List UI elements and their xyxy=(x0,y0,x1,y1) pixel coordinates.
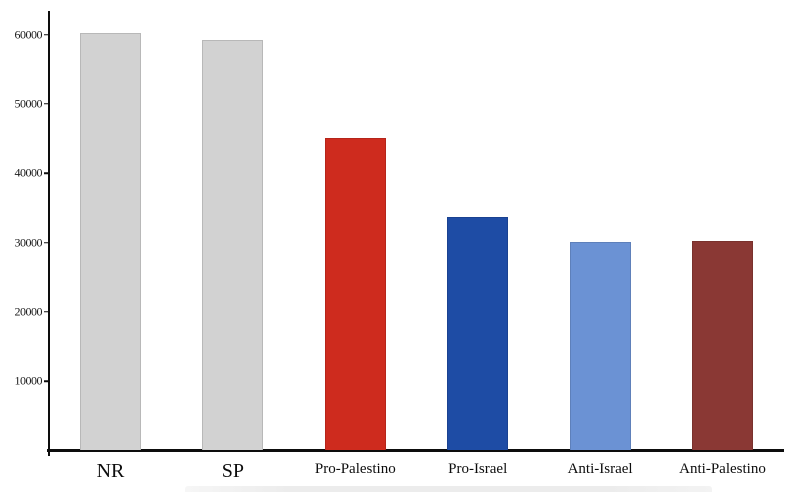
bar-sp xyxy=(202,40,264,450)
y-tick-mark xyxy=(44,103,48,105)
y-axis-line xyxy=(48,11,50,456)
x-axis-line xyxy=(47,449,784,452)
x-label-nr: NR xyxy=(96,460,125,482)
y-tick-label: 20000 xyxy=(14,304,43,319)
bar-pro-israel xyxy=(447,217,509,450)
y-tick-label: 10000 xyxy=(14,373,43,388)
bar-anti-israel xyxy=(569,242,631,450)
bar-anti-palestino xyxy=(692,241,753,450)
bar-nr xyxy=(80,32,141,450)
y-tick-label: 30000 xyxy=(14,235,43,249)
x-label-pro-palestino: Pro-Palestino xyxy=(314,461,396,477)
y-tick-mark xyxy=(44,311,48,313)
y-tick-mark xyxy=(44,33,48,36)
x-label-anti-palestino: Anti-Palestino xyxy=(679,461,766,477)
y-tick-label: 50000 xyxy=(14,96,43,111)
y-tick-label: 60000 xyxy=(14,27,43,41)
y-tick-mark xyxy=(44,172,48,174)
x-label-anti-israel: Anti-Israel xyxy=(567,461,633,477)
bar-pro-palestino xyxy=(324,138,386,450)
x-label-sp: SP xyxy=(221,460,245,482)
y-tick-mark xyxy=(44,380,48,382)
y-tick-mark xyxy=(44,241,48,244)
x-label-pro-israel: Pro-Israel xyxy=(448,461,508,477)
bottom-artifact xyxy=(185,486,712,492)
y-tick-label: 40000 xyxy=(14,165,43,180)
